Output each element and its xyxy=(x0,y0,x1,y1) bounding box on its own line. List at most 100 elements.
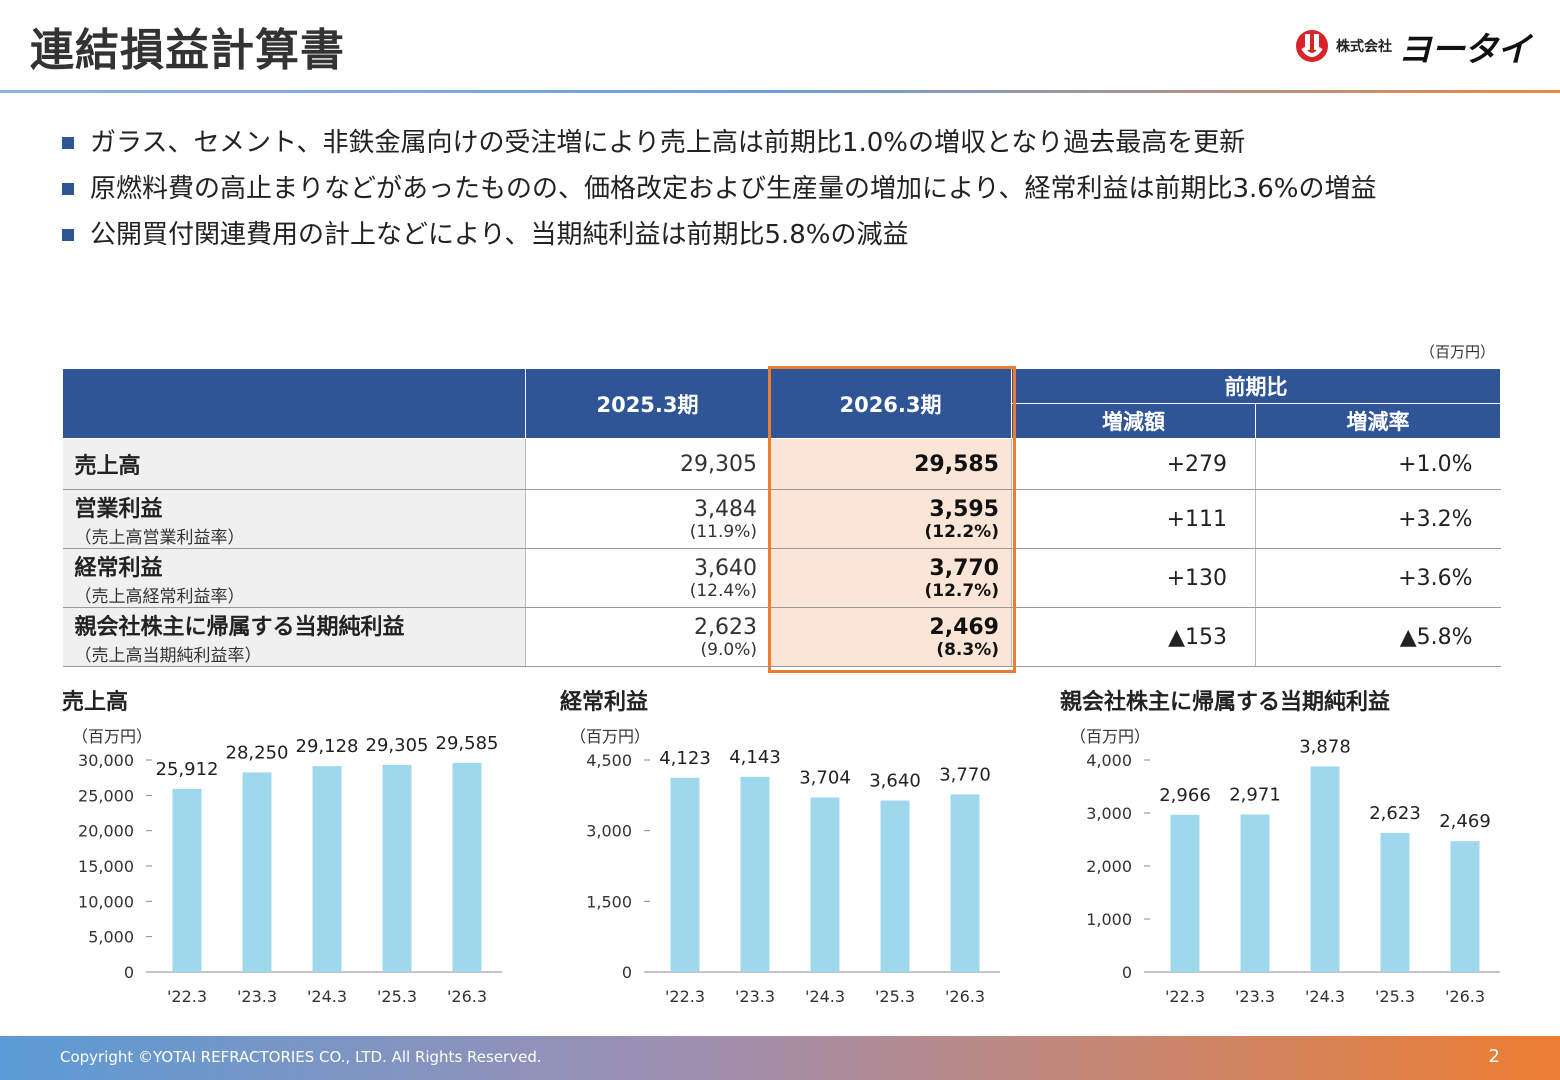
yotai-logo-icon xyxy=(1296,30,1328,62)
header-prev-period: 2025.3期 xyxy=(525,368,770,439)
bar xyxy=(242,772,272,972)
summary-bullets: ガラス、セメント、非鉄金属向けの受注増により売上高は前期比1.0%の増収となり過… xyxy=(62,120,1377,258)
y-tick-label: 25,000 xyxy=(78,786,134,805)
header-change-rate: 増減率 xyxy=(1255,403,1501,439)
x-tick-label: '26.3 xyxy=(447,987,487,1006)
change-rate: +3.6% xyxy=(1255,548,1501,608)
footer-bar: Copyright ©YOTAI REFRACTORIES CO., LTD. … xyxy=(0,1036,1560,1080)
y-unit-label: （百万円） xyxy=(1070,727,1150,746)
data-label: 2,469 xyxy=(1439,811,1491,832)
change-amount: +130 xyxy=(1011,548,1256,608)
x-tick-label: '25.3 xyxy=(377,987,417,1006)
copyright-text: Copyright ©YOTAI REFRACTORIES CO., LTD. … xyxy=(60,1048,542,1066)
sales-bar-chart: （百万円） 0 5,000 10,000 15,000 20,000 25,000 30,00… xyxy=(72,727,502,1006)
data-label: 25,912 xyxy=(156,759,219,780)
header-yoy: 前期比 xyxy=(1011,368,1501,404)
company-logo: 株式会社 ヨータイ xyxy=(1294,26,1531,70)
y-tick-label: 0 xyxy=(124,963,134,982)
bar xyxy=(1240,814,1270,972)
x-tick-label: '23.3 xyxy=(1235,987,1275,1006)
bullet-square-icon xyxy=(62,229,74,241)
change-amount: +279 xyxy=(1011,438,1256,490)
y-tick-label: 15,000 xyxy=(78,857,134,876)
current-value: 3,595 (12.2%) xyxy=(769,489,1012,549)
current-value: 3,770 (12.7%) xyxy=(769,548,1012,608)
header-current-period: 2026.3期 xyxy=(769,368,1012,439)
x-tick-label: '22.3 xyxy=(1165,987,1205,1006)
y-tick-label: 20,000 xyxy=(78,822,134,841)
y-tick-label: 10,000 xyxy=(78,892,134,911)
data-label: 3,878 xyxy=(1299,736,1351,757)
data-label: 2,966 xyxy=(1159,785,1211,806)
net-income-bar-chart: （百万円） 0 1,000 2,000 3,000 4,000 2,966 '22.3 2,97… xyxy=(1070,727,1500,1006)
table-unit-note: （百万円） xyxy=(1420,343,1496,361)
y-unit-label: （百万円） xyxy=(72,727,152,746)
bar xyxy=(312,766,342,972)
bar xyxy=(740,776,770,972)
logo-company-type: 株式会社 xyxy=(1336,39,1392,55)
x-tick-label: '22.3 xyxy=(665,987,705,1006)
bar xyxy=(1170,814,1200,972)
page-number: 2 xyxy=(1488,1046,1500,1067)
change-rate: +3.2% xyxy=(1255,489,1501,549)
title-divider xyxy=(0,90,1560,93)
bullet-item: ガラス、セメント、非鉄金属向けの受注増により売上高は前期比1.0%の増収となり過… xyxy=(62,120,1377,166)
x-tick-label: '25.3 xyxy=(1375,987,1415,1006)
x-tick-label: '24.3 xyxy=(1305,987,1345,1006)
change-amount: ▲153 xyxy=(1011,607,1256,667)
data-label: 3,704 xyxy=(799,768,851,789)
chart-title-net-income: 親会社株主に帰属する当期純利益 xyxy=(1060,690,1391,715)
y-tick-label: 2,000 xyxy=(1086,857,1132,876)
y-tick-label: 0 xyxy=(622,963,632,982)
data-label: 29,128 xyxy=(296,736,359,757)
logo-company-name: ヨータイ xyxy=(1398,29,1531,70)
y-tick-label: 3,000 xyxy=(1086,804,1132,823)
y-tick-label: 3,000 xyxy=(586,822,632,841)
page-title: 連結損益計算書 xyxy=(30,25,345,76)
bullet-item: 公開買付関連費用の計上などにより、当期純利益は前期比5.8%の減益 xyxy=(62,212,1377,258)
table-row: 親会社株主に帰属する当期純利益 （売上高当期純利益率） 2,623 (9.0%) 2… xyxy=(62,607,1501,667)
table-row: 営業利益 （売上高営業利益率） 3,484 (11.9%) 3,595 (12.2%)… xyxy=(62,489,1501,549)
y-tick-label: 1,000 xyxy=(1086,910,1132,929)
bar xyxy=(1310,766,1340,972)
y-unit-label: （百万円） xyxy=(570,727,650,746)
y-tick-label: 30,000 xyxy=(78,751,134,770)
bullet-square-icon xyxy=(62,137,74,149)
chart-title-sales: 売上高 xyxy=(62,690,129,715)
y-tick-label: 4,000 xyxy=(1086,751,1132,770)
y-tick-label: 5,000 xyxy=(88,928,134,947)
prev-value: 29,305 xyxy=(525,438,770,490)
x-tick-label: '26.3 xyxy=(1445,987,1485,1006)
data-label: 4,123 xyxy=(659,748,711,769)
change-rate: ▲5.8% xyxy=(1255,607,1501,667)
bar xyxy=(382,764,412,972)
row-label: 売上高 xyxy=(62,438,526,490)
x-tick-label: '23.3 xyxy=(237,987,277,1006)
bullet-item: 原燃料費の高止まりなどがあったものの、価格改定および生産量の増加により、経常利益… xyxy=(62,166,1377,212)
bar xyxy=(1450,841,1480,972)
row-label: 親会社株主に帰属する当期純利益 （売上高当期純利益率） xyxy=(62,607,526,667)
chart-title-ordinary-profit: 経常利益 xyxy=(560,690,649,715)
change-amount: +111 xyxy=(1011,489,1256,549)
bar xyxy=(670,777,700,972)
income-statement-table: 2025.3期 2026.3期 前期比 増減額 増減率 売上高 29,305 2… xyxy=(62,368,1501,667)
data-label: 3,640 xyxy=(869,771,921,792)
y-tick-label: 4,500 xyxy=(586,751,632,770)
data-label: 29,305 xyxy=(366,735,429,756)
ordinary-profit-bar-chart: （百万円） 0 1,500 3,000 4,500 4,123 '22.3 4,143 '23.… xyxy=(570,727,1000,1006)
data-label: 29,585 xyxy=(436,733,499,754)
data-label: 2,623 xyxy=(1369,803,1421,824)
bar xyxy=(452,762,482,972)
table-row: 経常利益 （売上高経常利益率） 3,640 (12.4%) 3,770 (12.7%)… xyxy=(62,548,1501,608)
data-label: 28,250 xyxy=(226,742,289,763)
bullet-square-icon xyxy=(62,183,74,195)
row-label: 経常利益 （売上高経常利益率） xyxy=(62,548,526,608)
table-row: 売上高 29,305 29,585 +279 +1.0% xyxy=(62,438,1501,490)
row-label: 営業利益 （売上高営業利益率） xyxy=(62,489,526,549)
x-tick-label: '26.3 xyxy=(945,987,985,1006)
prev-value: 3,484 (11.9%) xyxy=(525,489,770,549)
prev-value: 2,623 (9.0%) xyxy=(525,607,770,667)
bar xyxy=(880,800,910,972)
x-tick-label: '24.3 xyxy=(307,987,347,1006)
header-change-amount: 増減額 xyxy=(1011,403,1256,439)
